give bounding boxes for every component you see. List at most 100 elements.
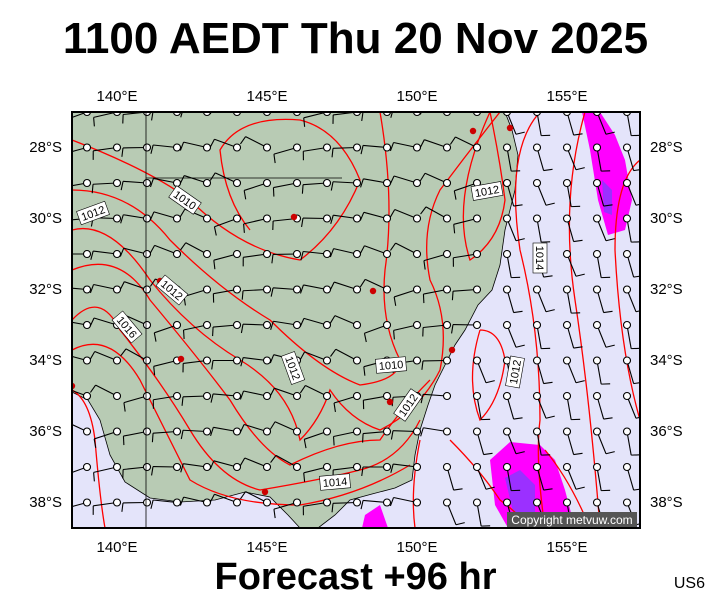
lon-label-top: 155°E	[546, 88, 587, 105]
wind-barb	[301, 214, 332, 228]
copyright-text: Copyright metvuw.com	[511, 513, 632, 527]
lon-label-bottom: 140°E	[96, 539, 137, 556]
wind-barb	[562, 285, 581, 314]
wind-barb	[332, 427, 362, 446]
wind-barb	[72, 423, 92, 436]
wind-barb	[271, 249, 302, 264]
wind-barb	[211, 356, 242, 370]
wind-barb	[562, 178, 581, 208]
lat-label: 30°S	[29, 210, 62, 227]
wind-barb	[89, 384, 122, 401]
wind-barb	[502, 285, 523, 314]
wind-barb	[150, 498, 182, 509]
lat-label: 36°S	[650, 423, 683, 440]
wind-barb	[453, 214, 482, 234]
wind-barb	[121, 143, 152, 157]
wind-barb	[180, 242, 212, 259]
city-marker	[386, 398, 394, 406]
lat-label: 28°S	[29, 139, 62, 156]
wind-barb	[622, 462, 640, 491]
wind-barb	[89, 350, 122, 365]
wind-barb	[622, 249, 640, 278]
wind-barb	[240, 320, 272, 334]
city-marker	[369, 287, 377, 295]
wind-barb	[362, 391, 392, 410]
wind-barb	[622, 285, 640, 313]
wind-barb	[502, 427, 525, 455]
wind-barb	[452, 249, 482, 267]
wind-barb	[331, 498, 362, 513]
wind-barb	[532, 462, 553, 491]
lat-label: 28°S	[650, 139, 683, 156]
wind-barb	[212, 320, 242, 337]
wind-barb	[242, 249, 272, 267]
wind-barb	[182, 320, 212, 340]
wind-barb	[330, 214, 362, 224]
wind-barb	[592, 285, 613, 314]
wind-barb	[453, 178, 482, 200]
wind-barb	[151, 427, 182, 443]
wind-barb	[210, 391, 242, 403]
lat-label: 38°S	[650, 494, 683, 511]
isobar-label: 1012	[470, 181, 504, 201]
wind-barb	[273, 498, 302, 519]
wind-barb	[301, 178, 332, 194]
wind-barb	[562, 391, 581, 421]
isobar-label: 1014	[319, 473, 351, 491]
wind-barb	[243, 214, 272, 233]
wind-barb	[532, 214, 551, 243]
wind-barb	[270, 285, 302, 297]
wind-barb	[72, 143, 92, 153]
wind-barb	[273, 143, 302, 164]
city-marker	[506, 124, 514, 132]
wind-barb	[622, 427, 640, 456]
wind-barb	[422, 285, 452, 304]
wind-barb	[359, 245, 392, 259]
isobar-value: 1010	[378, 359, 403, 373]
wind-barb	[150, 143, 182, 154]
wind-barb	[299, 351, 332, 365]
forecast-label: Forecast +96 hr	[214, 556, 497, 598]
wind-barb	[299, 384, 332, 401]
wind-barb	[299, 317, 332, 330]
wind-barb	[390, 427, 422, 440]
lat-label: 32°S	[650, 281, 683, 298]
wind-barb	[180, 427, 212, 440]
lat-label: 38°S	[29, 494, 62, 511]
wind-barb	[362, 427, 392, 443]
wind-barb	[333, 391, 362, 412]
wind-barb	[239, 423, 272, 436]
wind-barb	[239, 390, 272, 401]
lon-label-bottom: 155°E	[546, 539, 587, 556]
lat-label: 34°S	[29, 352, 62, 369]
wind-barb	[72, 178, 92, 188]
wind-barb	[302, 143, 332, 161]
wind-barb	[419, 172, 452, 188]
wind-barb	[389, 175, 422, 188]
wind-barb	[303, 462, 332, 482]
wind-barb	[360, 143, 392, 155]
wind-barb	[152, 391, 182, 409]
wind-barb	[210, 426, 242, 437]
wind-barb	[182, 356, 212, 373]
wind-barb	[329, 281, 362, 294]
wind-barb	[151, 462, 182, 476]
wind-barb	[272, 178, 302, 197]
wind-barb	[393, 285, 422, 306]
lat-label: 36°S	[29, 423, 62, 440]
wind-barb	[442, 498, 465, 526]
wind-barb	[532, 391, 555, 419]
wind-barb	[153, 356, 182, 376]
wind-barb	[449, 136, 482, 152]
wind-barb	[622, 320, 640, 350]
wind-barb	[149, 244, 182, 259]
wind-barb	[72, 249, 92, 259]
wind-barb	[622, 391, 640, 419]
wind-barb	[300, 249, 332, 261]
wind-barb	[331, 143, 362, 158]
wind-barb	[592, 320, 615, 348]
wind-barb	[93, 427, 122, 448]
wind-barb	[532, 143, 553, 172]
isobar-label: 1014	[532, 242, 548, 274]
